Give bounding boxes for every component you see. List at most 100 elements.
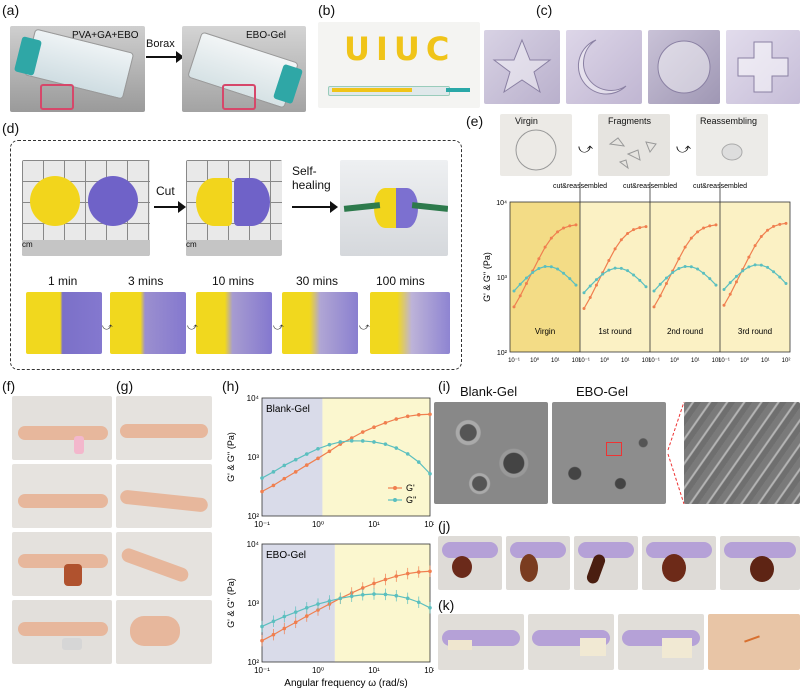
data-point (772, 270, 776, 274)
x-tick-label: 10² (572, 358, 581, 364)
data-point (518, 294, 522, 298)
self-healing-label-2: healing (292, 178, 331, 192)
fragments-label: Fragments (608, 116, 652, 126)
uiuc-photo: UIUC (318, 22, 480, 108)
data-point (722, 287, 726, 291)
data-point (304, 452, 309, 456)
cut-label: cut&reassembled (553, 183, 607, 190)
y-tick-label: 10² (247, 512, 259, 521)
x-tick-label: 10⁻¹ (578, 358, 590, 364)
data-point (766, 228, 770, 232)
data-point (759, 263, 763, 267)
segment-bg (580, 202, 650, 352)
data-point (537, 266, 541, 270)
skin-photo-k4 (708, 614, 800, 670)
data-point (394, 417, 399, 421)
data-point (556, 230, 560, 234)
data-point (428, 471, 432, 476)
data-point (722, 303, 726, 307)
finger-photo-f2 (12, 464, 112, 528)
data-point (607, 268, 611, 272)
glove-photo-k2 (528, 614, 614, 670)
x-tick-label: 10⁰ (670, 357, 680, 364)
y-tick-label: 10⁴ (247, 394, 260, 403)
blank-gel-label: Blank-Gel (460, 384, 518, 399)
finger-photo-g2 (116, 464, 212, 528)
cross-gel-photo (726, 30, 800, 104)
data-point (728, 292, 732, 296)
data-point (747, 255, 751, 259)
chart-h: Blank-Gel 10² 10³ 10⁴ 10⁻¹ 10⁰ 10¹ 10² G' & G'' … (226, 394, 434, 689)
data-point (613, 247, 617, 251)
data-point (338, 440, 343, 444)
data-point (689, 265, 693, 269)
data-point (753, 244, 757, 248)
self-healing-label-1: Self- (292, 164, 317, 178)
finger-photo-f3 (12, 532, 112, 596)
vial-label-left: PVA+GA+EBO (72, 30, 139, 41)
fragments-gel-photo (598, 114, 670, 176)
x-tick-label: 10¹ (368, 666, 380, 675)
data-point (632, 273, 636, 277)
data-point (582, 307, 586, 311)
data-point (271, 470, 276, 474)
healed-gel-photo (340, 160, 448, 256)
data-point (405, 452, 410, 456)
reassembling-label: Reassembling (700, 116, 758, 126)
data-point (588, 284, 592, 288)
y-tick-label: 10⁴ (496, 200, 507, 207)
panel-label-e: (e) (466, 113, 484, 129)
data-point (753, 263, 757, 267)
glove-photo-j4 (642, 536, 716, 590)
data-point (360, 439, 365, 443)
virgin-label: Virgin (515, 116, 538, 126)
cut-label: cut&reassembled (623, 183, 677, 190)
data-point (689, 236, 693, 240)
y-axis-label: G' & G'' (Pa) (226, 432, 236, 482)
data-point (512, 305, 516, 309)
data-point (664, 276, 668, 280)
data-point (714, 223, 718, 227)
legend-marker (393, 486, 397, 490)
segment-label: Virgin (535, 327, 555, 336)
data-point (293, 470, 298, 474)
panel-label-g: (g) (116, 378, 134, 394)
data-point (282, 463, 287, 468)
legend-entry: G'' (406, 495, 417, 505)
glove-photo-k1 (438, 614, 524, 670)
chart-e: Virgin 10⁻¹ 10⁰ 10¹ 10² cut&reassembled 1st ro… (482, 182, 791, 364)
data-point (518, 282, 522, 286)
data-point (549, 265, 553, 269)
x-tick-label: 10⁰ (530, 357, 540, 364)
time-label-3: 10 mins (212, 274, 255, 288)
data-point (677, 257, 681, 261)
data-point (613, 266, 617, 270)
x-tick-label: 10¹ (368, 520, 380, 529)
sem-zoom (684, 402, 800, 504)
data-point (644, 225, 648, 229)
segment-label: 1st round (598, 327, 631, 336)
cut-label: cut&reassembled (693, 183, 747, 190)
region-solid (262, 398, 323, 516)
data-point (349, 439, 354, 443)
data-point (360, 430, 365, 434)
data-point (638, 226, 642, 230)
x-tick-label: 10⁻¹ (718, 358, 730, 364)
data-point (658, 294, 662, 298)
x-tick-label: 10¹ (621, 358, 630, 364)
x-tick-label: 10⁻¹ (508, 358, 520, 364)
data-point (714, 283, 718, 287)
data-point (260, 489, 264, 494)
data-point (772, 224, 776, 228)
plot-frame (509, 201, 791, 353)
x-tick-label: 10² (712, 358, 721, 364)
healing-photo-1 (26, 292, 102, 354)
x-tick-label: 10⁰ (312, 666, 324, 675)
ebo-gel-label: EBO-Gel (576, 384, 629, 399)
time-label-4: 30 mins (296, 274, 339, 288)
data-point (562, 226, 566, 230)
star-gel-photo (484, 30, 560, 104)
data-point (416, 412, 421, 417)
data-point (349, 436, 354, 440)
vial-photo-right (182, 26, 306, 112)
